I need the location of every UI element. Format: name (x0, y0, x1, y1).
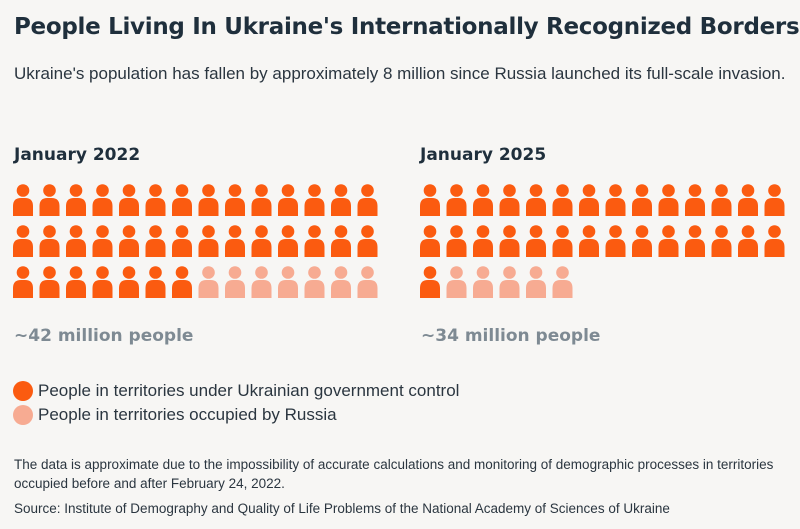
icon-controlled (145, 225, 166, 257)
icon-controlled (605, 225, 626, 257)
icon-controlled (251, 225, 272, 257)
icon-controlled (526, 184, 546, 216)
icon-controlled (39, 225, 60, 257)
icon-occupied (446, 266, 467, 298)
icon-controlled (764, 184, 785, 216)
icon-controlled (579, 225, 599, 257)
icon-occupied (198, 266, 219, 298)
icon-occupied (225, 266, 245, 298)
icon-controlled (92, 266, 113, 298)
icon-controlled (251, 184, 272, 216)
icon-controlled (119, 266, 139, 298)
icon-controlled (632, 184, 652, 216)
icon-controlled (66, 184, 86, 216)
legend-swatch-controlled (13, 381, 33, 401)
icon-controlled (278, 225, 298, 257)
icon-controlled (711, 225, 732, 257)
icon-occupied (552, 266, 573, 298)
icon-controlled (658, 184, 679, 216)
icon-controlled (172, 225, 192, 257)
icon-controlled (331, 184, 351, 216)
icon-controlled (685, 184, 705, 216)
chart-subtitle: Ukraine's population has fallen by appro… (14, 64, 786, 83)
icon-occupied (331, 266, 351, 298)
panel-2025-title: January 2025 (420, 145, 547, 165)
icon-controlled (145, 184, 166, 216)
legend-item-occupied: People in territories occupied by Russia (13, 405, 337, 425)
total-2025-label: ~34 million people (421, 326, 601, 346)
icon-controlled (579, 184, 599, 216)
icon-controlled (39, 266, 60, 298)
icon-occupied (526, 266, 546, 298)
icon-controlled (92, 184, 113, 216)
icon-controlled (420, 225, 440, 257)
icon-controlled (92, 225, 113, 257)
icon-controlled (446, 184, 467, 216)
icon-controlled (198, 184, 219, 216)
icon-controlled (278, 184, 298, 216)
icon-controlled (685, 225, 705, 257)
icon-occupied (251, 266, 272, 298)
legend-label-controlled: People in territories under Ukrainian go… (38, 381, 460, 400)
icon-occupied (499, 266, 520, 298)
legend-swatch-occupied (13, 405, 33, 425)
icon-controlled (738, 225, 758, 257)
icon-controlled (658, 225, 679, 257)
chart-title: People Living In Ukraine's International… (14, 14, 800, 40)
icon-controlled (304, 184, 325, 216)
icon-controlled (13, 266, 33, 298)
icon-controlled (605, 184, 626, 216)
icon-controlled (711, 184, 732, 216)
icon-controlled (39, 184, 60, 216)
total-2022-label: ~42 million people (14, 326, 194, 346)
legend-item-controlled: People in territories under Ukrainian go… (13, 381, 459, 401)
icon-controlled (172, 184, 192, 216)
icon-controlled (526, 225, 546, 257)
icon-occupied (278, 266, 298, 298)
icon-controlled (119, 225, 139, 257)
icon-controlled (473, 184, 493, 216)
icon-controlled (357, 225, 378, 257)
icon-controlled (331, 225, 351, 257)
icon-controlled (499, 184, 520, 216)
icon-controlled (420, 184, 440, 216)
icon-controlled (225, 184, 245, 216)
pictogram-2022 (13, 184, 378, 298)
icon-controlled (13, 184, 33, 216)
icon-controlled (446, 225, 467, 257)
icon-controlled (172, 266, 192, 298)
icon-controlled (357, 184, 378, 216)
icon-controlled (764, 225, 785, 257)
icon-controlled (66, 266, 86, 298)
icon-controlled (225, 225, 245, 257)
icon-controlled (499, 225, 520, 257)
icon-occupied (304, 266, 325, 298)
pictogram-2025 (420, 184, 785, 298)
icon-controlled (13, 225, 33, 257)
icon-controlled (552, 225, 573, 257)
icon-occupied (473, 266, 493, 298)
legend-label-occupied: People in territories occupied by Russia (38, 405, 337, 424)
icon-controlled (473, 225, 493, 257)
icon-controlled (66, 225, 86, 257)
icon-controlled (304, 225, 325, 257)
icon-controlled (738, 184, 758, 216)
icon-controlled (145, 266, 166, 298)
icon-controlled (198, 225, 219, 257)
source-note: Source: Institute of Demography and Qual… (14, 501, 670, 516)
icon-controlled (632, 225, 652, 257)
panel-2022-title: January 2022 (14, 145, 141, 165)
data-note: The data is approximate due to the impos… (14, 457, 774, 491)
icon-occupied (357, 266, 378, 298)
icon-controlled (552, 184, 573, 216)
icon-controlled (420, 266, 440, 298)
icon-controlled (119, 184, 139, 216)
